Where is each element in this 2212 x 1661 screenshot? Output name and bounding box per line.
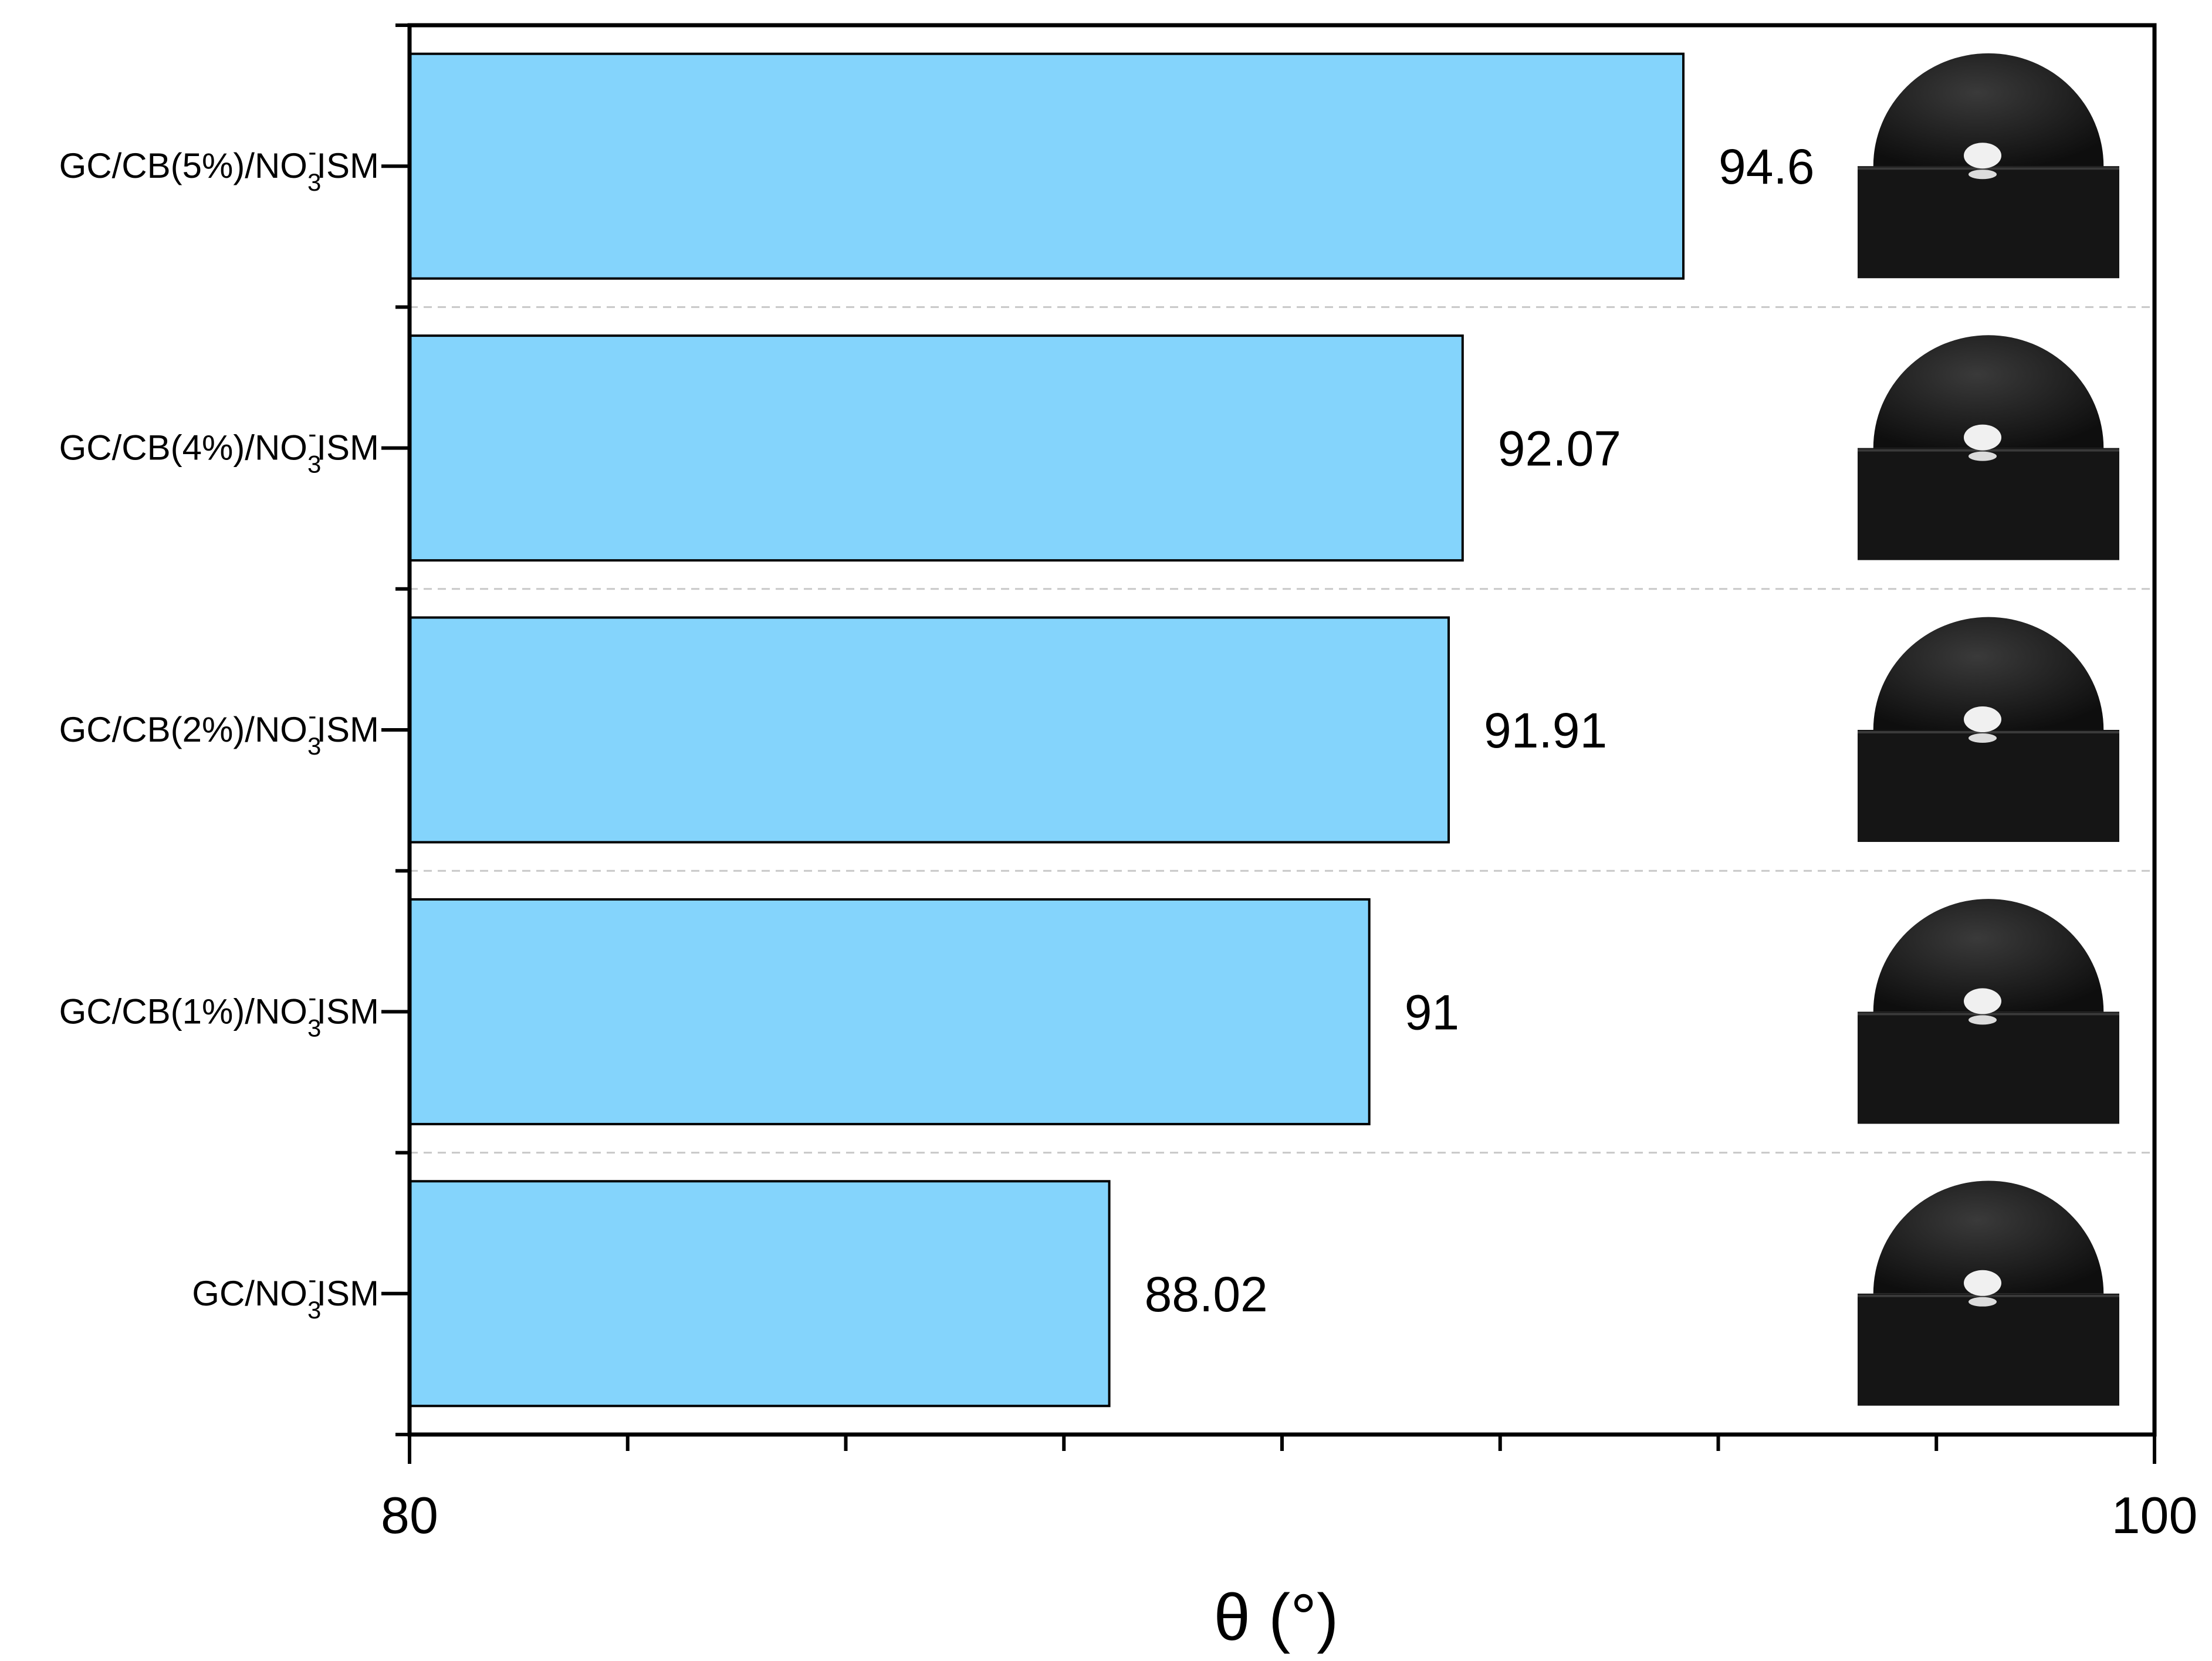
category-label: GC/CB(1%)/NO3-ISM [59, 983, 379, 1041]
droplet-image [1858, 335, 2119, 560]
droplet-image [1858, 1180, 2119, 1406]
x-tick-label: 100 [2112, 1486, 2198, 1544]
labels: 94.6 GC/CB(5%)/NO3-ISM 92.07 GC/CB(4%)/NO3-… [59, 138, 2198, 1654]
droplet-insets [1858, 53, 2119, 1406]
row-separators [410, 306, 2154, 1154]
category-label: GC/CB(5%)/NO3-ISM [59, 138, 379, 196]
droplet-image [1858, 617, 2119, 842]
value-label: 91 [1405, 985, 1459, 1040]
value-label: 92.07 [1498, 421, 1621, 476]
droplet-image [1858, 899, 2119, 1124]
droplet-image [1858, 53, 2119, 279]
axes [381, 23, 2157, 1464]
category-label: GC/NO3-ISM [192, 1266, 379, 1324]
bar [408, 616, 1450, 844]
category-label: GC/CB(4%)/NO3-ISM [59, 420, 379, 478]
bar [408, 898, 1371, 1125]
bar [408, 52, 1685, 280]
x-tick-label: 80 [381, 1486, 438, 1544]
value-label: 94.6 [1719, 139, 1815, 194]
category-label: GC/CB(2%)/NO3-ISM [59, 702, 379, 760]
bar [408, 334, 1464, 562]
value-label: 91.91 [1484, 703, 1607, 758]
bar [408, 1180, 1111, 1408]
x-axis-title: θ (°) [1214, 1581, 1339, 1654]
bars [408, 52, 1685, 1408]
value-label: 88.02 [1145, 1267, 1268, 1322]
